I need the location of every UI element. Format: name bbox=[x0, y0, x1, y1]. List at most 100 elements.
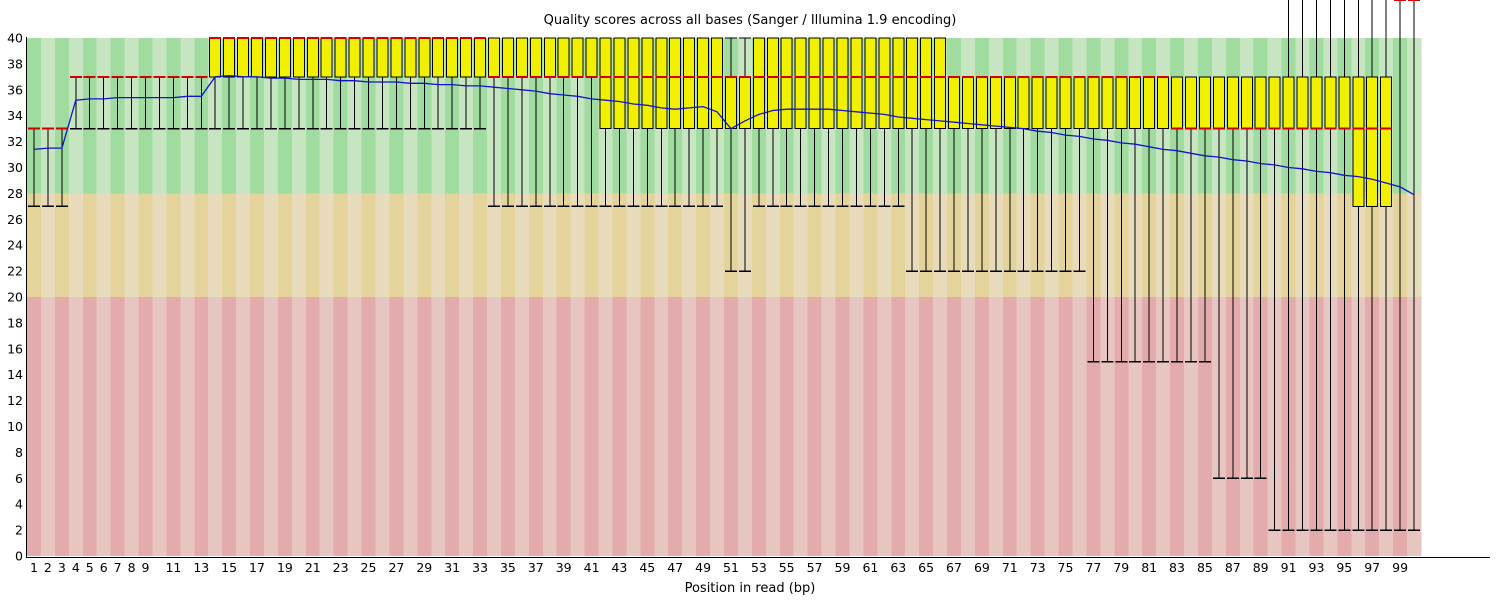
x-tick-label-71: 71 bbox=[1002, 560, 1018, 575]
quartile-box bbox=[446, 37, 459, 78]
x-tick-label-49: 49 bbox=[695, 560, 711, 575]
x-tick-label-65: 65 bbox=[918, 560, 934, 575]
quartile-box bbox=[376, 37, 389, 78]
quartile-box bbox=[1338, 76, 1351, 130]
x-tick-label-13: 13 bbox=[193, 560, 209, 575]
quartile-box bbox=[711, 37, 724, 130]
x-tick-label-83: 83 bbox=[1169, 560, 1185, 575]
quartile-box bbox=[989, 76, 1002, 130]
quartile-box bbox=[1240, 76, 1253, 130]
quartile-box bbox=[641, 37, 654, 130]
bar-position-57 bbox=[808, 37, 821, 208]
bar-position-87 bbox=[1226, 76, 1239, 479]
bar-position-56 bbox=[794, 37, 807, 208]
bar-position-30 bbox=[432, 37, 445, 130]
bar-position-73 bbox=[1031, 75, 1044, 272]
quartile-box bbox=[251, 37, 264, 78]
quartile-box bbox=[585, 37, 598, 78]
quartile-box bbox=[1212, 76, 1225, 130]
x-tick-label-33: 33 bbox=[472, 560, 488, 575]
bar-position-59 bbox=[836, 37, 849, 208]
quartile-box bbox=[571, 37, 584, 78]
x-tick-label-9: 9 bbox=[142, 560, 150, 575]
quartile-box bbox=[948, 76, 961, 130]
x-tick-label-67: 67 bbox=[946, 560, 962, 575]
x-tick-label-6: 6 bbox=[100, 560, 108, 575]
quartile-box bbox=[362, 37, 375, 78]
bar-position-71 bbox=[1003, 75, 1016, 272]
bar-position-80 bbox=[1129, 75, 1142, 363]
bar-position-51 bbox=[724, 37, 737, 272]
bar-position-13 bbox=[195, 75, 208, 130]
bar-position-45 bbox=[641, 37, 654, 208]
bar-position-20 bbox=[292, 37, 305, 130]
x-tick-label-31: 31 bbox=[444, 560, 460, 575]
quartile-box bbox=[1115, 76, 1128, 130]
bar-position-55 bbox=[780, 37, 793, 208]
y-tick-label-36: 36 bbox=[7, 82, 23, 97]
quartile-box bbox=[278, 37, 291, 78]
quartile-box bbox=[1366, 76, 1379, 207]
quartile-box bbox=[906, 37, 919, 130]
x-tick-label-81: 81 bbox=[1141, 560, 1157, 575]
y-tick-label-14: 14 bbox=[7, 367, 23, 382]
quartile-box bbox=[892, 37, 905, 130]
bar-position-23 bbox=[334, 37, 347, 130]
x-tick-label-15: 15 bbox=[221, 560, 237, 575]
bar-position-44 bbox=[627, 37, 640, 208]
x-tick-label-85: 85 bbox=[1197, 560, 1213, 575]
bar-position-11 bbox=[167, 75, 180, 130]
box-whisker-bars bbox=[27, 0, 1421, 531]
quartile-box bbox=[766, 37, 779, 130]
quartile-box bbox=[697, 37, 710, 130]
bar-position-19 bbox=[278, 37, 291, 130]
quartile-box bbox=[223, 37, 236, 78]
quartile-box bbox=[1101, 76, 1114, 130]
bar-position-81 bbox=[1143, 75, 1156, 363]
quartile-box bbox=[418, 37, 431, 78]
quartile-box bbox=[1254, 76, 1267, 130]
quartile-box bbox=[613, 37, 626, 130]
quartile-box bbox=[1129, 76, 1142, 130]
band-medium-quality bbox=[27, 193, 1422, 297]
bar-position-96 bbox=[1352, 0, 1365, 531]
x-tick-label-3: 3 bbox=[58, 560, 66, 575]
quartile-box bbox=[822, 37, 835, 130]
x-tick-label-5: 5 bbox=[86, 560, 94, 575]
y-tick-label-30: 30 bbox=[7, 160, 23, 175]
bar-position-10 bbox=[153, 75, 166, 130]
bar-position-82 bbox=[1157, 75, 1170, 363]
quartile-box bbox=[1073, 76, 1086, 130]
quartile-box bbox=[752, 37, 765, 130]
band-poor-quality bbox=[27, 297, 1422, 556]
quartile-box bbox=[237, 37, 250, 78]
x-tick-label-45: 45 bbox=[639, 560, 655, 575]
x-tick-label-57: 57 bbox=[807, 560, 823, 575]
y-tick-label-32: 32 bbox=[7, 134, 23, 149]
bar-position-95 bbox=[1338, 0, 1351, 531]
bar-position-5 bbox=[83, 75, 96, 130]
x-axis-labels: 1 2 3 4 5 6 7 8 9 11 13 15 17 19 21 23 25 27 29 31 33 35 37 39 4… bbox=[30, 560, 1408, 575]
bar-position-49 bbox=[697, 37, 710, 208]
x-tick-label-47: 47 bbox=[667, 560, 683, 575]
bar-position-8 bbox=[125, 75, 138, 130]
bar-position-31 bbox=[446, 37, 459, 130]
quartile-box bbox=[1198, 76, 1211, 130]
bar-position-65 bbox=[920, 37, 933, 272]
quartile-box bbox=[920, 37, 933, 130]
quartile-box bbox=[864, 37, 877, 130]
quartile-box bbox=[1045, 76, 1058, 130]
bar-position-91 bbox=[1282, 0, 1295, 531]
bar-position-2 bbox=[41, 127, 54, 208]
bar-position-66 bbox=[934, 37, 947, 272]
bar-position-97 bbox=[1366, 0, 1379, 531]
x-tick-label-61: 61 bbox=[862, 560, 878, 575]
x-tick-label-59: 59 bbox=[835, 560, 851, 575]
quartile-box bbox=[264, 37, 277, 78]
x-tick-label-27: 27 bbox=[388, 560, 404, 575]
bar-position-37 bbox=[529, 37, 542, 208]
y-tick-label-10: 10 bbox=[7, 419, 23, 434]
bar-position-88 bbox=[1240, 76, 1253, 479]
